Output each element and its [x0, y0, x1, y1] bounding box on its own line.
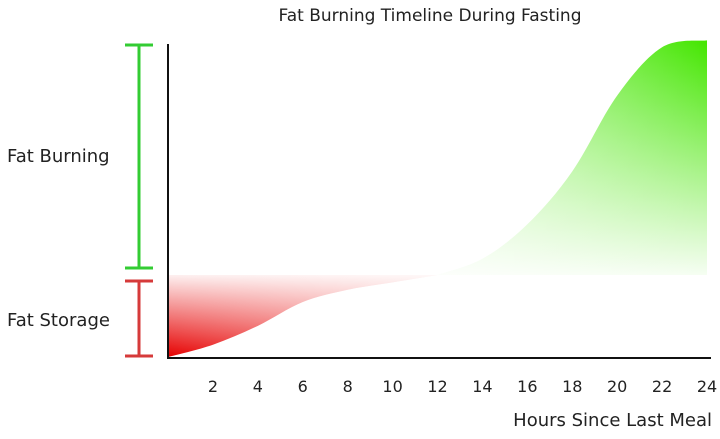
fat-burning-area-fade [437, 40, 707, 276]
x-tick-label-12: 12 [427, 377, 447, 396]
x-tick-label-4: 4 [253, 377, 263, 396]
zone-label-fat-burning: Fat Burning [7, 146, 110, 167]
fat-storage-area-fade [168, 275, 438, 357]
x-axis-label: Hours Since Last Meal [513, 410, 712, 431]
x-tick-label-10: 10 [382, 377, 402, 396]
x-tick-label-20: 20 [607, 377, 627, 396]
x-tick-label-16: 16 [517, 377, 537, 396]
x-tick-label-24: 24 [697, 377, 717, 396]
x-tick-label-18: 18 [562, 377, 582, 396]
x-tick-label-14: 14 [472, 377, 492, 396]
x-tick-label-6: 6 [298, 377, 308, 396]
x-tick-label-2: 2 [208, 377, 218, 396]
zone-label-fat-storage: Fat Storage [7, 310, 110, 331]
x-tick-label-22: 22 [652, 377, 672, 396]
chart-title: Fat Burning Timeline During Fasting [278, 6, 582, 26]
x-tick-label-8: 8 [343, 377, 353, 396]
